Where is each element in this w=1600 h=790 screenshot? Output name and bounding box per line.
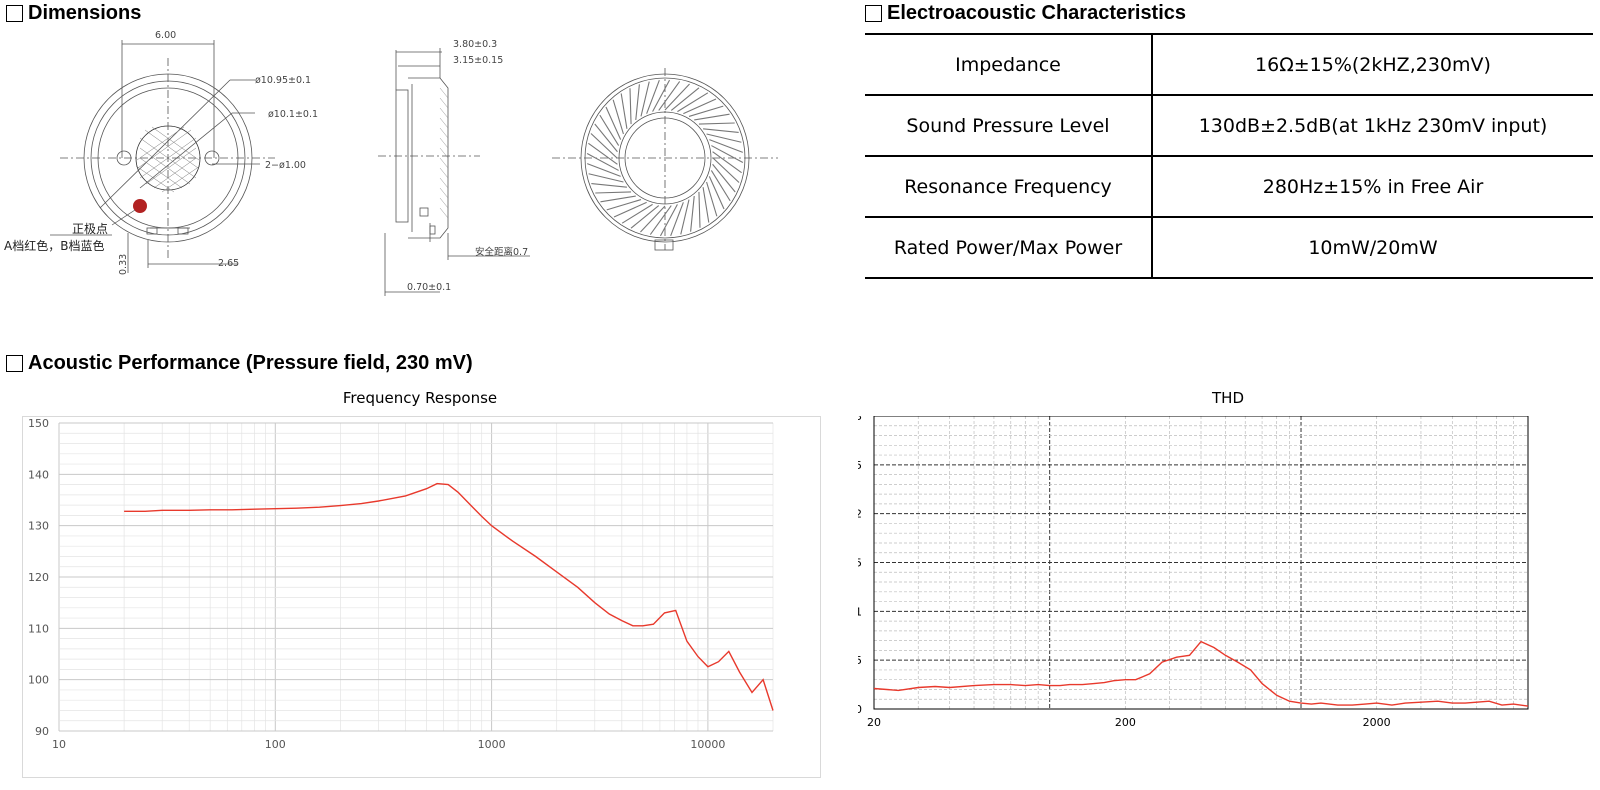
value-cell: 130dB±2.5dB(at 1kHz 230mV input): [1152, 94, 1593, 157]
dim-holes: 2−ø1.00: [265, 160, 306, 171]
x-tick-label: 1000: [478, 738, 506, 751]
y-tick-label: 0.5: [858, 654, 862, 667]
side-dim-1: 3.80±0.3: [453, 39, 497, 50]
y-tick-label: 140: [28, 468, 49, 481]
dim-width-top: 6.00: [155, 30, 176, 41]
value-cell: 280Hz±15% in Free Air: [1152, 155, 1593, 218]
table-row: Resonance Frequency 280Hz±15% in Free Ai…: [865, 155, 1593, 218]
y-tick-label: 100: [28, 674, 49, 687]
side-dim-3: 安全距离0.7: [475, 246, 528, 258]
x-tick-label: 2000: [1363, 716, 1391, 729]
y-tick-label: 1.5: [858, 557, 862, 570]
checkbox-square-icon: [6, 5, 23, 22]
dim-033: 0.33: [118, 254, 129, 275]
x-tick-label: 200: [1115, 716, 1136, 729]
thd-chart: 0 0.5 1 1.5 2 2.5 3 20 200 2000: [845, 410, 1529, 729]
plot-frame: [873, 415, 1529, 710]
dimensions-heading: Dimensions: [6, 2, 141, 25]
y-tick-label: 0: [858, 703, 862, 716]
dim-dia-outer: ø10.95±0.1: [255, 75, 311, 86]
value-cell: 10mW/20mW: [1152, 216, 1593, 279]
y-tick-label: 90: [35, 725, 49, 738]
positive-marker-icon: [133, 199, 147, 213]
y-tick-label: 2: [858, 508, 862, 521]
y-tick-label: 130: [28, 520, 49, 533]
value-cell: 16Ω±15%(2kHZ,230mV): [1152, 33, 1593, 96]
y-tick-label: 2.5: [858, 459, 862, 472]
dim-265: 2.65: [218, 258, 239, 269]
y-tick-label: 150: [28, 417, 49, 430]
electroacoustic-heading: Electroacoustic Characteristics: [865, 2, 1186, 25]
acoustic-heading-text: Acoustic Performance (Pressure field, 23…: [28, 352, 473, 374]
acoustic-heading: Acoustic Performance (Pressure field, 23…: [6, 352, 473, 375]
side-dim-2: 3.15±0.15: [453, 55, 503, 66]
y-tick-label: 120: [28, 571, 49, 584]
table-row: Sound Pressure Level 130dB±2.5dB(at 1kHz…: [865, 94, 1593, 157]
y-tick-label: 110: [28, 622, 49, 635]
table-row: Impedance 16Ω±15%(2kHZ,230mV): [865, 33, 1593, 96]
fr-chart-panel: 90 100 110 120 130 140 150 10 100 1000 10000: [22, 416, 821, 778]
param-cell: Rated Power/Max Power: [865, 216, 1153, 279]
checkbox-square-icon: [6, 355, 23, 372]
thd-chart-title: THD: [1212, 389, 1244, 407]
x-tick-label: 100: [265, 738, 286, 751]
dimension-drawing: 6.00 ø10.95±0.1 ø10.1±0.1 2−ø1.00 2.65 0…: [4, 30, 778, 296]
color-note: A档红色，B档蓝色: [4, 238, 104, 253]
param-cell: Resonance Frequency: [865, 155, 1153, 218]
electroacoustic-heading-text: Electroacoustic Characteristics: [887, 2, 1187, 24]
x-tick-label: 10000: [690, 738, 725, 751]
series-line: [873, 640, 1529, 707]
fr-chart-title: Frequency Response: [342, 389, 498, 407]
electroacoustic-table: Impedance 16Ω±15%(2kHZ,230mV) Sound Pres…: [865, 33, 1593, 279]
dim-dia-inner: ø10.1±0.1: [268, 109, 318, 120]
x-tick-label: 20: [867, 716, 881, 729]
param-cell: Sound Pressure Level: [865, 94, 1153, 157]
table-row: Rated Power/Max Power 10mW/20mW: [865, 216, 1593, 279]
y-tick-label: 3: [858, 416, 862, 423]
checkbox-square-icon: [865, 5, 882, 22]
y-tick-label: 1: [858, 605, 862, 618]
side-dim-4: 0.70±0.1: [407, 282, 451, 293]
frequency-response-chart: 90 100 110 120 130 140 150 10 100 1000 10000: [28, 417, 774, 751]
dimensions-heading-text: Dimensions: [28, 2, 142, 24]
positive-label: 正极点: [72, 222, 108, 236]
x-tick-label: 10: [52, 738, 66, 751]
series-line: [124, 482, 774, 711]
param-cell: Impedance: [865, 33, 1153, 96]
thd-chart-panel: 0 0.5 1 1.5 2 2.5 3 20 200 2000: [845, 410, 1600, 776]
